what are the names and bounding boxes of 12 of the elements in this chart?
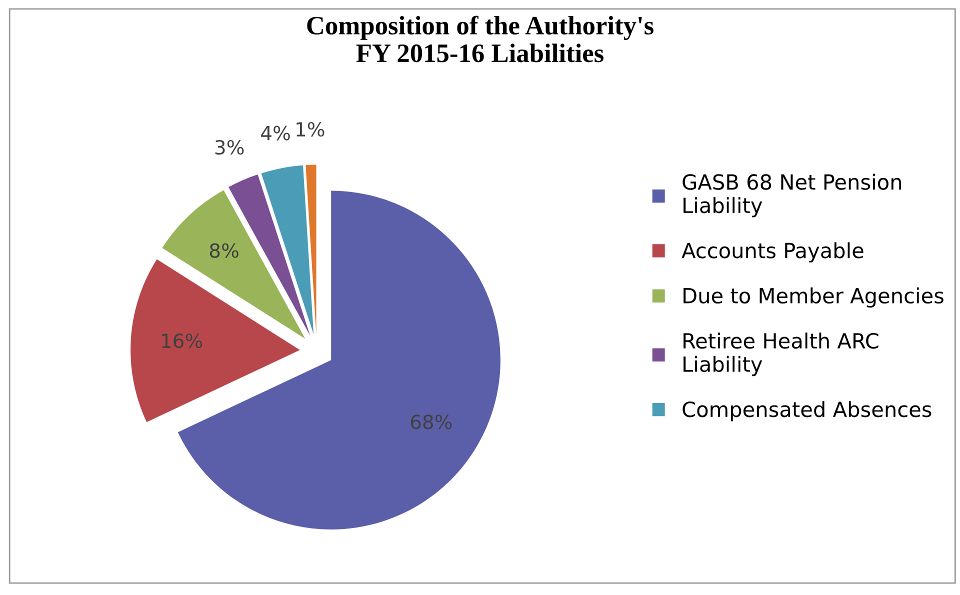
data-label: 1% — [296, 122, 324, 137]
legend-label: Due to Member Agencies — [684, 287, 944, 308]
data-label: 3% — [215, 140, 244, 155]
legend-label: Retiree Health ARC Liability — [684, 332, 878, 376]
chart-title: Composition of the Authority's FY 2015-16 Liabilities — [307, 16, 654, 62]
legend-label: Accounts Payable — [682, 242, 864, 262]
data-label: 68% — [410, 414, 452, 430]
data-label: 4% — [261, 126, 290, 140]
legend-label: GASB 68 Net Pension Liability — [682, 174, 902, 218]
data-label: 8% — [210, 243, 238, 258]
data-label: 16% — [162, 333, 202, 348]
legend-label: Compensated Absences — [682, 401, 932, 422]
